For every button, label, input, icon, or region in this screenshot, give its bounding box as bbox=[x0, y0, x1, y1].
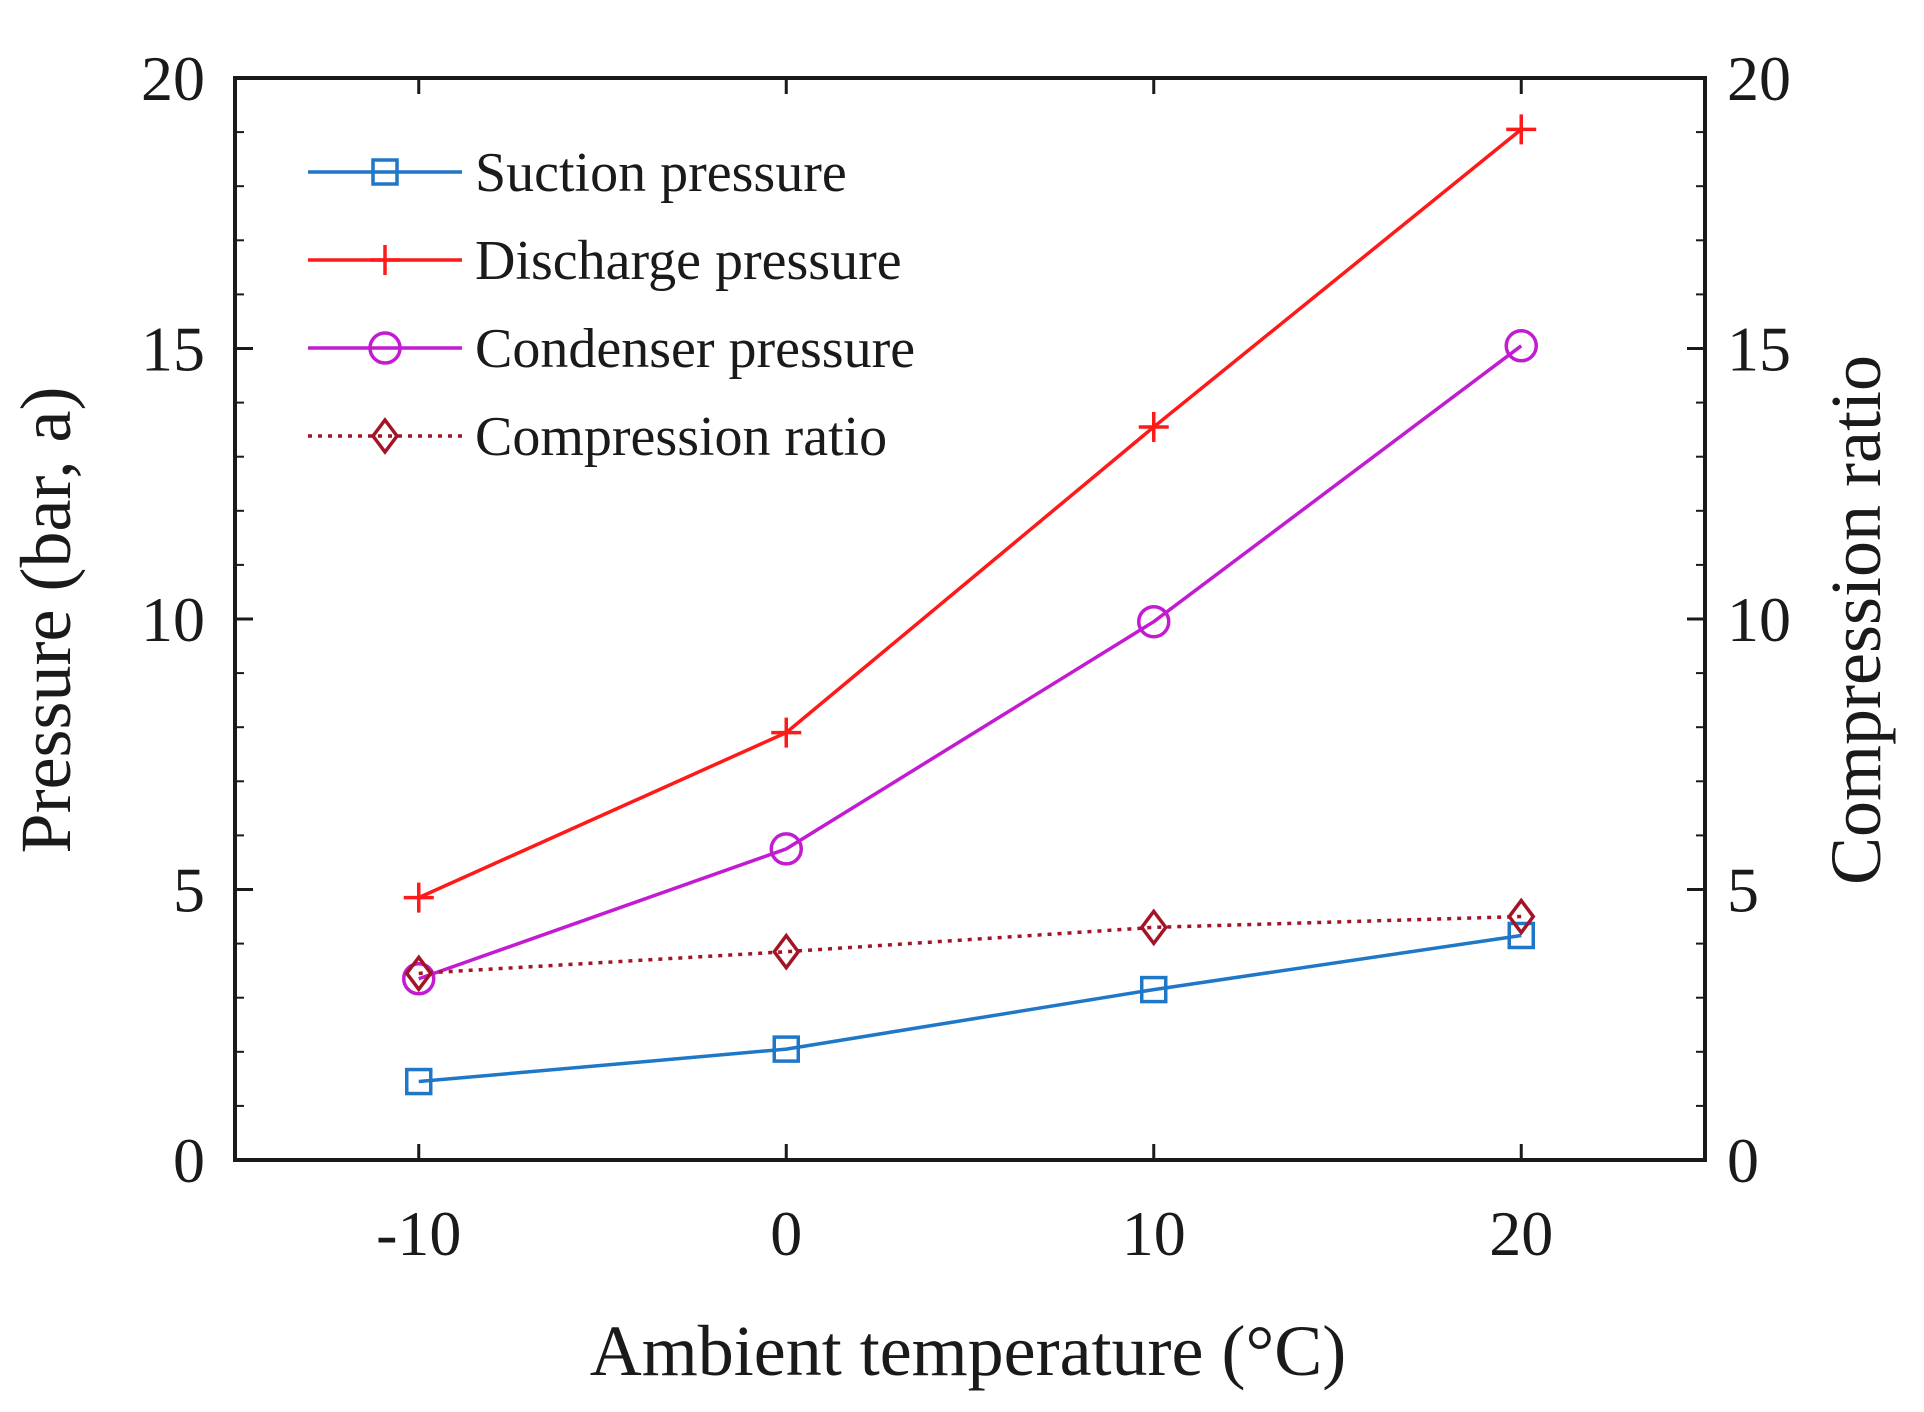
data-point bbox=[1506, 114, 1537, 145]
y-tick-label: 20 bbox=[141, 43, 205, 114]
y2-tick-label: 10 bbox=[1727, 584, 1791, 655]
axes-layer: -10 0 10 20 0 5 10 15 20 0 5 10 15 20 bbox=[141, 43, 1791, 1269]
x-tick-label: -10 bbox=[376, 1198, 461, 1269]
data-point bbox=[402, 962, 436, 996]
axis-titles: Ambient temperature (°C) Pressure (bar, … bbox=[6, 355, 1896, 1391]
x-axis-title: Ambient temperature (°C) bbox=[590, 1311, 1347, 1391]
series-line bbox=[418, 128, 1523, 900]
data-point bbox=[1139, 908, 1168, 947]
series-compression-ratio bbox=[404, 897, 1536, 993]
legend: Suction pressure Discharge pressure Conden… bbox=[308, 142, 915, 468]
y-tick-label: 5 bbox=[173, 855, 205, 926]
legend-marker bbox=[370, 245, 400, 275]
legend-entry: Discharge pressure bbox=[308, 230, 902, 292]
data-point bbox=[404, 954, 433, 993]
data-point bbox=[769, 832, 803, 866]
series-line bbox=[418, 933, 1522, 1084]
legend-label: Discharge pressure bbox=[475, 230, 902, 292]
data-point bbox=[1138, 411, 1169, 442]
data-point bbox=[1504, 329, 1538, 363]
y-axis-title: Pressure (bar, a) bbox=[6, 387, 86, 854]
x-tick-label: 10 bbox=[1122, 1198, 1186, 1269]
data-point bbox=[771, 717, 802, 748]
series-condenser-pressure bbox=[402, 329, 1538, 996]
y-tick-label: 10 bbox=[141, 584, 205, 655]
y-tick-label: 15 bbox=[141, 314, 205, 385]
series-discharge-pressure bbox=[403, 114, 1537, 913]
data-point bbox=[405, 1067, 433, 1096]
legend-label: Suction pressure bbox=[475, 142, 847, 204]
series-layer bbox=[402, 114, 1538, 1096]
data-point bbox=[403, 882, 434, 913]
data-point bbox=[1137, 604, 1171, 639]
x-tick-label: 0 bbox=[770, 1198, 802, 1269]
series-line bbox=[418, 914, 1522, 976]
y2-tick-label: 20 bbox=[1727, 43, 1791, 114]
data-point bbox=[772, 932, 801, 971]
data-point bbox=[772, 1035, 800, 1063]
y2-tick-label: 5 bbox=[1727, 855, 1759, 926]
y2-tick-label: 15 bbox=[1727, 314, 1791, 385]
series-line bbox=[418, 344, 1523, 981]
plot-frame bbox=[233, 76, 1707, 1162]
data-point bbox=[1507, 921, 1535, 950]
y-tick-label: 0 bbox=[173, 1125, 205, 1196]
legend-marker bbox=[371, 158, 399, 186]
legend-entry: Condenser pressure bbox=[308, 318, 915, 380]
x-tick-label: 20 bbox=[1489, 1198, 1553, 1269]
legend-label: Compression ratio bbox=[475, 406, 887, 468]
legend-entry: Suction pressure bbox=[308, 142, 847, 204]
legend-marker bbox=[370, 417, 400, 455]
series-suction-pressure bbox=[405, 921, 1535, 1096]
legend-marker bbox=[368, 331, 402, 365]
data-point bbox=[1507, 897, 1536, 936]
y2-axis-title: Compression ratio bbox=[1816, 355, 1896, 885]
legend-entry: Compression ratio bbox=[308, 406, 887, 468]
data-point bbox=[1140, 975, 1168, 1004]
y2-tick-label: 0 bbox=[1727, 1125, 1759, 1196]
legend-label: Condenser pressure bbox=[475, 318, 915, 380]
